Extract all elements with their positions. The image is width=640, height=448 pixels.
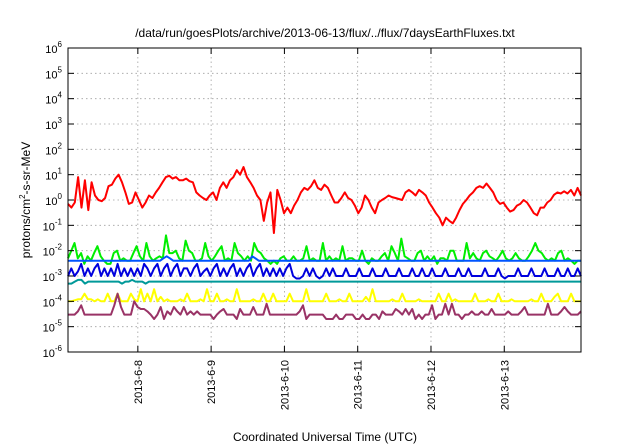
- y-axis-label-main: protons/cm: [19, 199, 33, 258]
- y-tick-exponent: 5: [58, 65, 63, 74]
- y-tick-base: 10: [45, 171, 57, 183]
- y-tick-base: 10: [43, 247, 55, 259]
- y-tick-label: 105: [45, 65, 62, 81]
- series-line-7: [67, 262, 582, 280]
- chart-title: /data/run/goesPlots/archive/2013-06-13/f…: [135, 26, 515, 40]
- series-line-5: [68, 278, 581, 285]
- y-tick-base: 10: [43, 297, 55, 309]
- series-line-1: [67, 166, 582, 234]
- y-tick-exponent: -5: [55, 319, 63, 328]
- x-axis-label: Coordinated Universal Time (UTC): [233, 430, 417, 444]
- y-tick-label: 100: [45, 192, 62, 208]
- y-tick-label: 102: [45, 141, 62, 157]
- y-tick-exponent: -3: [55, 268, 63, 277]
- y-tick-label: 10-2: [43, 243, 63, 259]
- x-tick-label: 2013-6-13: [499, 360, 511, 410]
- x-tick-label: 2013-6-12: [426, 360, 438, 410]
- y-tick-exponent: 1: [58, 167, 63, 176]
- y-tick-exponent: -6: [55, 344, 63, 353]
- y-tick-exponent: -1: [55, 217, 63, 226]
- y-tick-exponent: 3: [58, 116, 63, 125]
- y-tick-base: 10: [45, 95, 57, 107]
- x-tick-label: 2013-6-10: [279, 360, 291, 410]
- y-ticks: 10-610-510-410-310-210-11001011021031041…: [43, 40, 581, 360]
- y-tick-label: 10-1: [43, 217, 63, 233]
- series-line-4: [68, 292, 582, 320]
- y-tick-exponent: 4: [58, 91, 63, 100]
- y-tick-base: 10: [45, 69, 57, 81]
- y-tick-exponent: -4: [55, 293, 63, 302]
- y-tick-base: 10: [43, 323, 55, 335]
- y-tick-label: 10-3: [43, 268, 63, 284]
- y-tick-base: 10: [43, 221, 55, 233]
- y-axis-label: protons/cm2-s-sr-MeV: [18, 142, 33, 258]
- y-tick-label: 103: [45, 116, 62, 132]
- y-tick-base: 10: [45, 145, 57, 157]
- y-tick-label: 101: [45, 167, 62, 183]
- y-tick-exponent: 2: [58, 141, 63, 150]
- series-layer: [67, 166, 582, 320]
- series-line-6: [68, 255, 581, 262]
- y-tick-base: 10: [45, 196, 57, 208]
- y-tick-base: 10: [43, 272, 55, 284]
- x-ticks: 2013-6-8 2013-6-9 2013-6-10 2013-6-11 2013-6…: [133, 48, 511, 410]
- x-tick-label: 2013-6-8: [133, 360, 145, 404]
- y-tick-base: 10: [45, 120, 57, 132]
- y-tick-label: 106: [45, 40, 62, 56]
- y-tick-base: 10: [43, 348, 55, 360]
- y-tick-label: 10-4: [43, 293, 63, 309]
- x-tick-label: 2013-6-11: [353, 360, 365, 409]
- x-tick-label: 2013-6-9: [206, 360, 218, 404]
- grid: [68, 48, 581, 352]
- y-tick-label: 104: [45, 91, 62, 107]
- y-axis-label-sup: 2: [18, 194, 27, 199]
- series-line-3: [68, 288, 581, 303]
- y-axis-label-rest: -s-sr-MeV: [19, 142, 33, 195]
- y-tick-exponent: 6: [58, 40, 63, 49]
- y-tick-exponent: 0: [58, 192, 63, 201]
- y-tick-base: 10: [45, 44, 57, 56]
- y-tick-exponent: -2: [55, 243, 63, 252]
- y-tick-label: 10-6: [43, 344, 63, 360]
- y-tick-label: 10-5: [43, 319, 63, 335]
